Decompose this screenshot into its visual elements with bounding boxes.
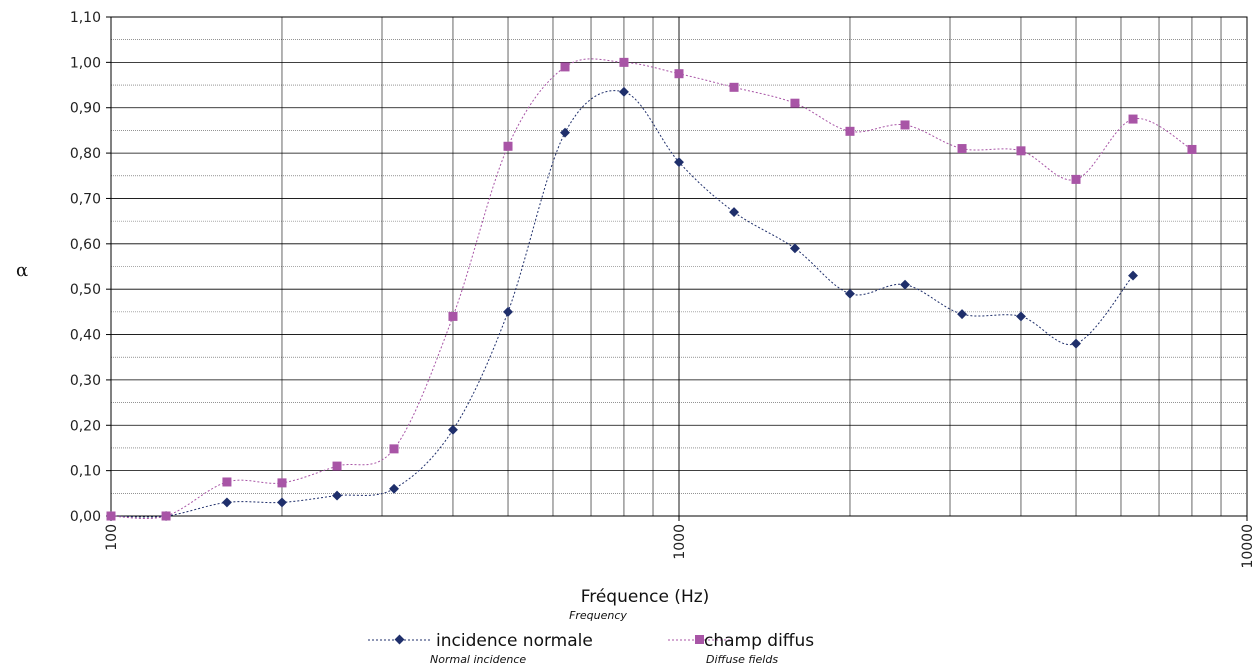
legend: incidence normale Normal incidence champ… bbox=[368, 631, 814, 666]
data-point-incidence-normale bbox=[332, 490, 342, 501]
x-axis-label-sub: Frequency bbox=[569, 609, 627, 622]
y-tick-label: 0,00 bbox=[70, 509, 101, 525]
data-point-champ-diffus bbox=[1187, 144, 1197, 154]
y-tick-label: 0,90 bbox=[70, 101, 101, 117]
y-tick-label: 0,70 bbox=[70, 191, 101, 207]
legend-sublabel-incidence-normale: Normal incidence bbox=[430, 653, 526, 666]
data-point-champ-diffus bbox=[619, 57, 629, 67]
data-point-champ-diffus bbox=[106, 511, 116, 521]
x-tick-label: 1000 bbox=[672, 524, 688, 560]
series-line-incidence-normale bbox=[110, 90, 1134, 518]
data-point-champ-diffus bbox=[448, 311, 458, 321]
data-point-champ-diffus bbox=[222, 477, 232, 487]
data-point-incidence-normale bbox=[1071, 338, 1081, 349]
data-point-champ-diffus bbox=[900, 120, 910, 130]
data-point-champ-diffus bbox=[674, 69, 684, 79]
data-point-champ-diffus bbox=[729, 82, 739, 92]
series-layer bbox=[106, 57, 1197, 521]
x-axis-ticks: 100 1000 10000 bbox=[104, 516, 1256, 569]
data-point-champ-diffus bbox=[790, 98, 800, 108]
data-point-incidence-normale bbox=[221, 497, 232, 508]
legend-label-incidence-normale: incidence normale bbox=[436, 631, 593, 651]
y-tick-label: 0,60 bbox=[70, 237, 101, 253]
y-tick-label: 1,00 bbox=[70, 55, 101, 71]
y-tick-label: 0,20 bbox=[70, 418, 101, 434]
data-point-champ-diffus bbox=[389, 444, 399, 454]
data-point-champ-diffus bbox=[560, 62, 570, 72]
data-point-champ-diffus bbox=[1071, 174, 1081, 184]
legend-sublabel-champ-diffus: Diffuse fields bbox=[706, 653, 778, 666]
data-point-incidence-normale bbox=[619, 86, 629, 97]
data-point-champ-diffus bbox=[332, 461, 342, 471]
data-point-champ-diffus bbox=[1016, 146, 1026, 156]
x-axis-label: Fréquence (Hz) bbox=[581, 587, 710, 607]
y-tick-label: 0,30 bbox=[70, 373, 101, 389]
legend-marker-champ-diffus bbox=[695, 635, 704, 644]
x-tick-label: 100 bbox=[104, 524, 120, 551]
data-point-incidence-normale bbox=[503, 306, 513, 317]
data-point-incidence-normale bbox=[448, 424, 458, 435]
data-point-incidence-normale bbox=[389, 483, 399, 494]
data-point-champ-diffus bbox=[1128, 114, 1138, 124]
data-point-champ-diffus bbox=[277, 478, 287, 488]
y-tick-label: 0,80 bbox=[70, 146, 101, 162]
data-point-incidence-normale bbox=[729, 207, 739, 218]
legend-label-champ-diffus: champ diffus bbox=[704, 631, 814, 651]
y-tick-label: 0,10 bbox=[70, 464, 101, 480]
data-point-incidence-normale bbox=[1128, 270, 1138, 281]
y-tick-label: 0,50 bbox=[70, 282, 101, 298]
data-point-incidence-normale bbox=[560, 127, 570, 138]
legend-marker-incidence-normale bbox=[394, 634, 405, 645]
data-point-incidence-normale bbox=[957, 309, 967, 320]
data-point-incidence-normale bbox=[277, 497, 287, 508]
data-point-incidence-normale bbox=[845, 288, 855, 299]
y-tick-label: 0,40 bbox=[70, 328, 101, 344]
data-point-incidence-normale bbox=[789, 243, 800, 254]
data-point-champ-diffus bbox=[503, 141, 513, 151]
data-point-champ-diffus bbox=[161, 511, 171, 521]
y-tick-label: 1,10 bbox=[70, 10, 101, 26]
data-point-incidence-normale bbox=[674, 157, 684, 168]
data-point-champ-diffus bbox=[845, 126, 855, 136]
data-point-incidence-normale bbox=[1016, 311, 1026, 322]
series-line-champ-diffus bbox=[110, 58, 1193, 519]
data-point-champ-diffus bbox=[957, 144, 967, 154]
x-tick-label: 10000 bbox=[1240, 524, 1256, 569]
grid bbox=[111, 17, 1247, 516]
y-axis-label: α bbox=[16, 260, 28, 281]
y-axis-ticks: 0,00 0,10 0,20 0,30 0,40 0,50 0,60 0,70 0,80 0,90… bbox=[70, 10, 111, 525]
data-point-incidence-normale bbox=[900, 279, 910, 290]
